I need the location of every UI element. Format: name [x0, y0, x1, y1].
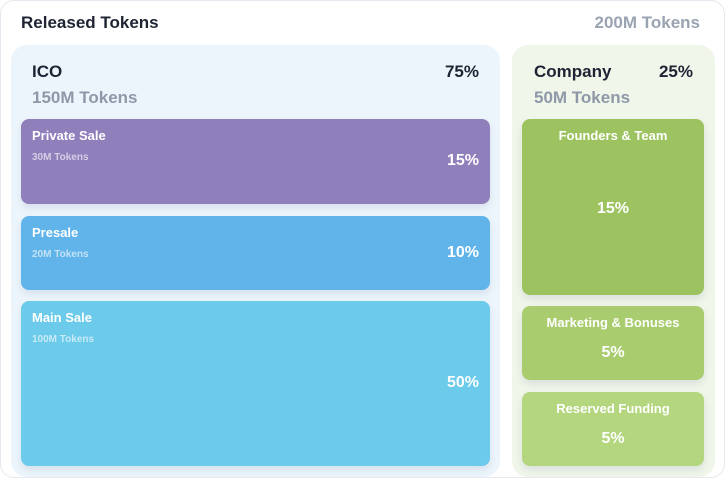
block-label: Reserved Funding — [556, 401, 670, 416]
ico-title: ICO — [32, 62, 63, 81]
block-label: Presale — [32, 225, 79, 240]
company-panel: Company 25% 50M Tokens Founders & Team 1… — [512, 45, 715, 477]
block-percent: 5% — [601, 344, 625, 361]
private-sale-block[interactable]: Private Sale 30M Tokens 15% — [21, 119, 490, 204]
company-title: Company — [534, 62, 612, 81]
reserved-funding-block[interactable]: Reserved Funding 5% — [522, 392, 704, 466]
company-percent: 25% — [658, 62, 693, 81]
block-tokens: 20M Tokens — [32, 249, 89, 260]
card-title: Released Tokens — [21, 13, 159, 32]
block-percent: 50% — [446, 374, 479, 391]
main-sale-block[interactable]: Main Sale 100M Tokens 50% — [21, 301, 490, 466]
block-percent: 5% — [601, 430, 625, 447]
presale-block[interactable]: Presale 20M Tokens 10% — [21, 216, 490, 290]
marketing-bonuses-block[interactable]: Marketing & Bonuses 5% — [522, 306, 704, 380]
block-percent: 10% — [446, 244, 479, 261]
ico-tokens: 150M Tokens — [32, 88, 138, 107]
total-tokens: 200M Tokens — [594, 13, 700, 32]
block-percent: 15% — [446, 152, 479, 169]
company-tokens: 50M Tokens — [534, 88, 631, 107]
block-tokens: 100M Tokens — [32, 334, 95, 345]
founders-team-block[interactable]: Founders & Team 15% — [522, 119, 704, 295]
block-label: Main Sale — [32, 310, 92, 325]
block-label: Private Sale — [32, 128, 106, 143]
block-tokens: 30M Tokens — [32, 152, 89, 163]
block-label: Marketing & Bonuses — [546, 315, 680, 330]
ico-percent: 75% — [444, 62, 479, 81]
block-label: Founders & Team — [558, 128, 668, 143]
block-percent: 15% — [596, 200, 630, 217]
ico-panel: ICO 75% 150M Tokens Private Sale 30M Tok… — [11, 45, 500, 477]
